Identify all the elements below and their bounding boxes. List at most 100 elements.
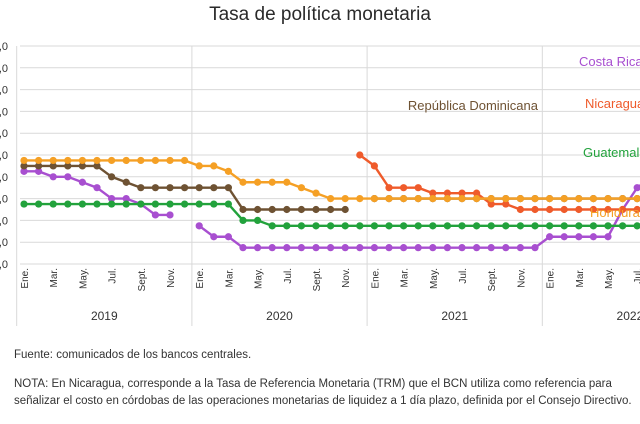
y-tick-label: 6,0 — [0, 128, 8, 140]
data-point — [122, 200, 130, 208]
data-point — [239, 178, 247, 186]
data-point — [151, 200, 159, 208]
series-label: Nicaragua — [585, 96, 640, 111]
x-tick-label: Jul. — [633, 268, 640, 284]
data-point — [151, 211, 159, 219]
data-point — [356, 244, 364, 252]
data-point — [122, 156, 130, 165]
data-point — [64, 156, 72, 165]
data-point — [224, 233, 232, 241]
series-line — [359, 154, 640, 211]
data-point — [166, 184, 174, 192]
data-point — [341, 205, 349, 214]
data-point — [400, 195, 408, 203]
series-label: República Dominicana — [408, 98, 539, 113]
data-point — [385, 222, 393, 230]
data-point — [400, 184, 408, 192]
data-point — [64, 162, 72, 170]
data-point — [137, 200, 145, 208]
x-tick-label: Sept. — [137, 268, 148, 291]
y-tick-label: 5,0 — [0, 150, 8, 162]
data-point — [254, 216, 262, 224]
data-point — [49, 200, 57, 208]
data-point — [108, 173, 116, 181]
data-point — [64, 173, 72, 181]
x-tick-label: May. — [78, 268, 89, 289]
year-label: 2019 — [91, 309, 118, 323]
x-tick-label: May. — [429, 268, 440, 289]
data-point — [502, 222, 510, 230]
x-tick-label: May. — [604, 268, 615, 289]
data-point — [297, 222, 305, 230]
data-point — [429, 222, 437, 230]
data-point — [210, 162, 218, 170]
data-point — [604, 195, 612, 203]
x-tick-label: Ene. — [546, 268, 557, 289]
data-point — [20, 162, 28, 170]
data-point — [283, 222, 291, 230]
data-point — [546, 195, 554, 203]
data-point — [356, 151, 364, 159]
data-point — [181, 200, 189, 208]
data-point — [283, 205, 291, 214]
data-point — [502, 195, 510, 203]
data-point — [49, 162, 57, 170]
data-point — [487, 200, 495, 208]
y-tick-label: 2,0 — [0, 215, 8, 227]
data-point — [49, 156, 57, 165]
data-point — [531, 222, 539, 230]
data-point — [312, 189, 320, 197]
data-point — [166, 200, 174, 208]
data-point — [560, 222, 568, 230]
data-point — [35, 156, 43, 165]
data-point — [560, 233, 568, 241]
data-point — [20, 200, 28, 208]
data-point — [443, 244, 451, 252]
y-tick-label: 4,0 — [0, 172, 8, 184]
data-point — [122, 195, 130, 203]
data-point — [312, 222, 320, 230]
x-tick-label: Mar. — [224, 268, 235, 287]
data-point — [385, 195, 393, 203]
data-point — [166, 211, 174, 219]
data-point — [633, 222, 640, 230]
data-point — [195, 162, 203, 170]
data-point — [108, 200, 116, 208]
data-point — [575, 222, 583, 230]
data-point — [181, 184, 189, 192]
y-tick-label: 7,0 — [0, 106, 8, 118]
data-point — [239, 205, 247, 214]
y-tick-label: 9,0 — [0, 63, 8, 75]
data-point — [327, 195, 335, 203]
series-label: Honduras — [590, 205, 640, 220]
data-point — [633, 205, 640, 214]
data-point — [268, 178, 276, 186]
data-point — [239, 216, 247, 224]
data-point — [254, 244, 262, 252]
data-point — [633, 184, 640, 192]
data-point — [312, 205, 320, 214]
data-point — [239, 244, 247, 252]
data-point — [487, 222, 495, 230]
data-point — [502, 200, 510, 208]
data-point — [35, 162, 43, 170]
data-point — [414, 195, 422, 203]
x-tick-label: Jul. — [458, 268, 469, 284]
data-point — [633, 195, 640, 203]
line-chart: 10,0 9,0 8,0 7,0 6,0 5,0 4,0 3,0 2,0 1,0 0,0 Ene. Ma… — [0, 41, 640, 326]
x-tick-label: Sept. — [312, 268, 323, 291]
data-point — [224, 184, 232, 192]
series-label: Guatemala — [583, 145, 640, 160]
data-point — [327, 205, 335, 214]
data-point — [327, 222, 335, 230]
data-point — [370, 222, 378, 230]
data-point — [546, 222, 554, 230]
data-point — [546, 233, 554, 241]
data-point — [473, 244, 481, 252]
data-point — [589, 205, 598, 214]
data-point — [283, 244, 291, 252]
x-tick-label: May. — [254, 268, 265, 289]
x-tick-label: Mar. — [400, 268, 411, 287]
data-point — [589, 195, 598, 203]
data-point — [619, 205, 627, 214]
